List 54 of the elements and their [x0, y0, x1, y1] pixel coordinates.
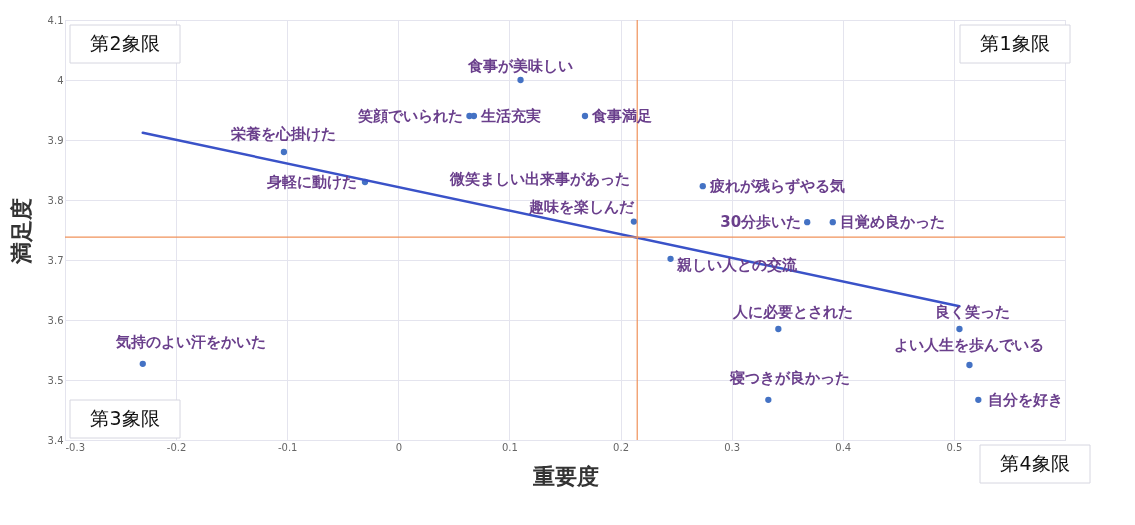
x-tick-label: -0.3 — [65, 441, 86, 453]
x-tick-label: 0.5 — [946, 441, 963, 453]
point — [139, 360, 146, 367]
y-tick-label: 4.1 — [47, 14, 64, 26]
point — [956, 325, 963, 333]
point — [517, 76, 524, 84]
x-tick-label: 0.3 — [724, 441, 741, 453]
annotation: 第2象限 — [90, 32, 160, 54]
y-tick-label: 3.5 — [47, 374, 64, 386]
annotation: 食事が美味しい — [467, 57, 574, 75]
annotation: 気持のよい汗をかいた — [114, 332, 266, 351]
annotation: 笑顔でいられた — [357, 107, 464, 125]
annotation: 寝つきが良かった — [729, 368, 851, 387]
y-tick-label: 3.8 — [47, 194, 64, 206]
y-tick-label: 3.7 — [47, 254, 64, 266]
annotation: 第3象限 — [90, 407, 160, 429]
point — [966, 361, 973, 369]
x-tick-label: -0.2 — [166, 441, 187, 453]
point — [829, 219, 836, 226]
x-tick-label: 0 — [395, 441, 403, 453]
annotation: 目覚め良かった — [839, 213, 945, 232]
y-axis-title: 満足度 — [8, 197, 34, 265]
point — [581, 112, 589, 120]
x-tick-label: 0.2 — [613, 441, 630, 453]
x-axis-title: 重要度 — [531, 463, 599, 489]
annotation: よい人生を歩んでいる — [894, 336, 1045, 354]
point — [775, 325, 782, 333]
point — [765, 396, 772, 403]
annotation: 栄養を心掛けた — [231, 125, 337, 143]
annotation: 疲れが残らずやる気 — [708, 177, 845, 196]
annotation: 良く笑った — [934, 303, 1010, 321]
x-tick-label: -0.1 — [277, 441, 298, 453]
point — [804, 219, 811, 226]
annotation: 趣味を楽しんだ — [527, 197, 635, 216]
point — [975, 396, 982, 403]
point — [699, 183, 706, 190]
x-tick-label: 0.4 — [835, 441, 852, 453]
y-tick-label: 4 — [57, 74, 64, 86]
annotation: 微笑ましい出来事があった — [448, 169, 630, 188]
point — [280, 148, 288, 156]
y-tick-label: 3.9 — [47, 134, 64, 146]
point — [630, 218, 638, 225]
annotation: 自分を好き — [988, 390, 1064, 409]
text: 第4象限 — [1000, 452, 1070, 474]
x-tick-label: 0.1 — [501, 441, 518, 453]
annotation: 生活充実 — [479, 107, 541, 125]
y-tick-label: 3.6 — [47, 314, 64, 326]
y-tick-label: 3.4 — [47, 434, 64, 446]
point — [470, 112, 478, 120]
annotation: 第1象限 — [980, 32, 1050, 54]
annotation: 身軽に動けた — [266, 173, 357, 191]
annotation: 30分歩いた — [720, 213, 802, 232]
point — [667, 255, 674, 262]
annotation: 人に必要とされた — [732, 303, 854, 321]
